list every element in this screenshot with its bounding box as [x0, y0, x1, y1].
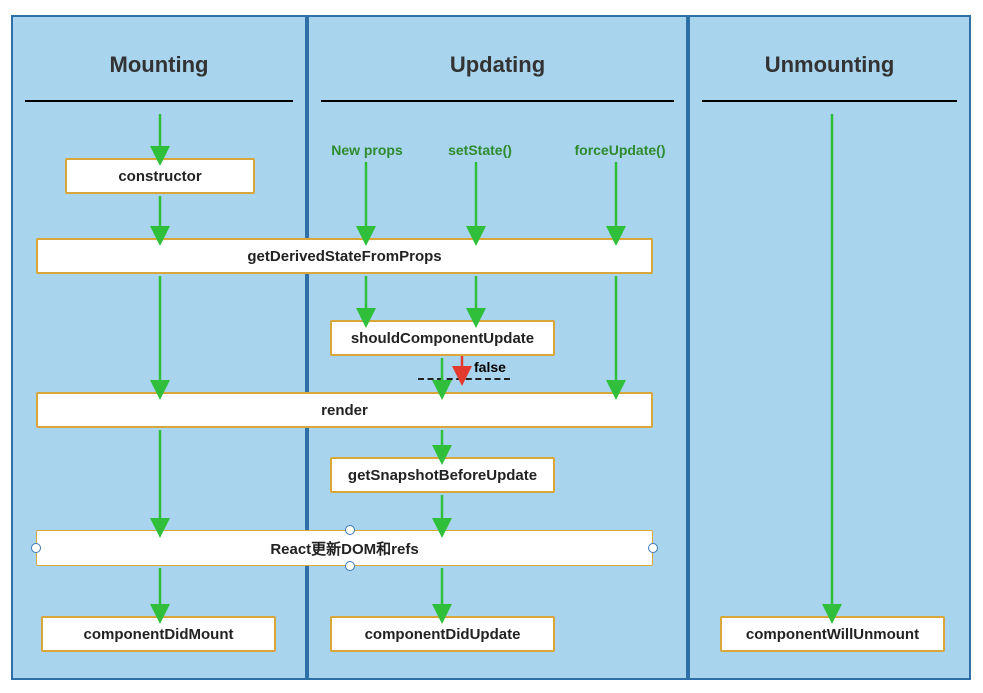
node-gdsfp: getDerivedStateFromProps [36, 238, 653, 274]
panel-mounting: Mounting [11, 15, 307, 680]
node-reactdom: React更新DOM和refs [36, 530, 653, 566]
panel-title-updating: Updating [309, 52, 686, 78]
node-gsbu: getSnapshotBeforeUpdate [330, 457, 555, 493]
panel-title-unmounting: Unmounting [690, 52, 969, 78]
node-cwu: componentWillUnmount [720, 616, 945, 652]
node-constructor: constructor [65, 158, 255, 194]
node-cdu: componentDidUpdate [330, 616, 555, 652]
node-render: render [36, 392, 653, 428]
connector-dot-0 [31, 543, 41, 553]
panel-unmounting: Unmounting [688, 15, 971, 680]
node-cdm: componentDidMount [41, 616, 276, 652]
hr-updating [321, 100, 674, 102]
trigger-newprops: New props [322, 142, 412, 158]
hr-mounting [25, 100, 293, 102]
panel-title-mounting: Mounting [13, 52, 305, 78]
trigger-setstate: setState() [440, 142, 520, 158]
connector-dot-3 [648, 543, 658, 553]
node-scu: shouldComponentUpdate [330, 320, 555, 356]
connector-dot-1 [345, 525, 355, 535]
hr-unmounting [702, 100, 957, 102]
connector-dot-2 [345, 561, 355, 571]
trigger-forceupdate: forceUpdate() [565, 142, 675, 158]
dash-false [418, 378, 510, 380]
label-false: false [474, 359, 506, 375]
